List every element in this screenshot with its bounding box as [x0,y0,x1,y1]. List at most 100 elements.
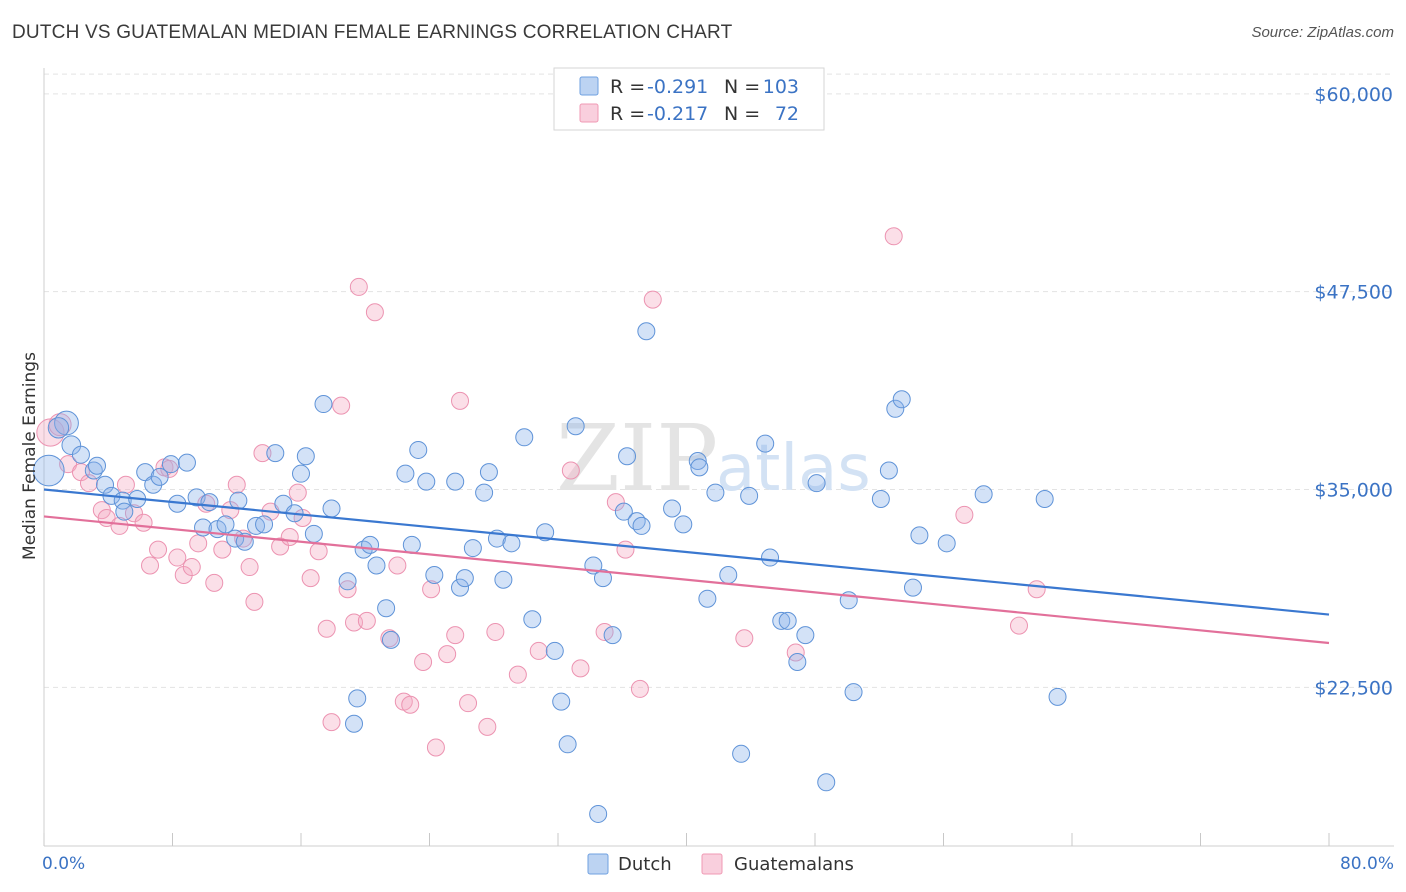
y-tick-label: $60,000 [1314,84,1393,106]
guatemalan-point [271,537,290,556]
guatemalan-point [182,558,201,577]
guatemalan-point [459,694,478,713]
dutch-point [177,453,196,472]
guatemalan-point [438,645,457,664]
dutch-point [788,653,807,672]
dutch-point [229,491,248,510]
guatemalan-point [561,461,580,480]
legend-r-label-guatemalans: R = [610,103,645,125]
dutch-point [545,641,564,660]
dutch-point [627,512,646,531]
dutch-point [1035,490,1054,509]
dutch-point [807,474,826,493]
guatemalan-point [365,303,384,322]
dutch-point [84,461,103,480]
dutch-point [345,714,364,733]
dutch-point [552,692,571,711]
guatemalan-point [345,613,364,632]
dutch-point [871,490,890,509]
dutch-point [455,569,474,588]
y-tick-label: $22,500 [1314,677,1393,699]
guatemalan-point [529,641,548,660]
guatemalan-point [735,629,754,648]
guatemalan-point [141,556,160,575]
guatemalan-point [357,611,376,630]
dutch-point [618,447,637,466]
x-tick-label-min: 0.0% [42,854,85,874]
series-legend: Dutch Guatemalans [587,853,854,875]
bottom-legend-label-dutch: Dutch [618,854,672,875]
guatemalan-point [630,679,649,698]
guatemalan-point [571,659,590,678]
legend-n-label-dutch: N = [724,76,760,98]
guatemalan-point [317,619,336,638]
guatemalan-point [478,717,497,736]
dutch-point [377,599,396,618]
dutch-point [381,630,400,649]
dutch-point [71,445,90,464]
dutch-point [33,454,65,487]
dutch-point [756,434,775,453]
dutch-point [348,689,367,708]
dutch-point [903,578,922,597]
dutch-point [593,569,612,588]
dutch-point [361,535,380,554]
guatemalan-point [134,513,153,532]
bottom-legend-label-guatemalans: Guatemalans [734,854,854,875]
dutch-point [446,472,465,491]
y-tick-label: $35,000 [1314,480,1393,502]
guatemalan-point [955,505,974,524]
dutch-point [494,570,513,589]
guatemalan-point [213,540,232,559]
dutch-point [778,611,797,630]
guatemalan-point [205,573,224,592]
axes [43,68,1394,847]
dutch-point [706,483,725,502]
dutch-point [690,458,709,477]
dutch-point [844,683,863,702]
guatemalan-point [1009,616,1028,635]
dutch-point [589,804,608,823]
dutch-point [292,464,310,483]
dutch-point [523,610,542,629]
guatemalan-point [245,592,264,611]
dutch-point [479,463,498,482]
guatemalan-point [301,569,320,588]
legend-box [553,67,825,131]
legend-r-value-guatemalans: -0.217 [647,103,708,125]
dutch-point [425,565,444,584]
dutch-point [796,626,815,645]
guatemalan-point [643,290,662,309]
dutch-point [54,410,79,436]
guatemalan-point [124,504,143,523]
x-ticks [43,833,1330,846]
legend-n-value-guatemalans: 72 [775,103,799,125]
dutch-point [761,548,780,567]
dutch-point [255,515,274,534]
guatemalan-trendline [43,515,1330,645]
guatemalan-point [508,665,527,684]
dutch-point [402,535,421,554]
dutch-point [740,486,759,505]
dutch-point [886,399,905,418]
x-tick-label-max: 80.0% [1340,854,1394,874]
guatemalan-point [414,653,433,672]
dutch-point [115,502,134,521]
dutch-point [910,526,929,545]
dutch-point [536,523,555,542]
guatemalan-point [786,643,805,662]
guatemalan-point [227,475,246,494]
guatemalan-point [240,558,259,577]
dutch-point [322,499,341,518]
dutch-point [637,322,656,341]
guatemalan-point [189,534,208,553]
guatemalan-point [401,695,420,714]
dutch-point [566,417,585,436]
dutch-point [96,475,115,494]
dutch-point [515,428,534,447]
source-note: Source: ZipAtlas.com [1251,24,1394,41]
dutch-point [47,417,70,439]
watermark-atlas: atlas [716,432,871,506]
dutch-point [937,534,956,553]
